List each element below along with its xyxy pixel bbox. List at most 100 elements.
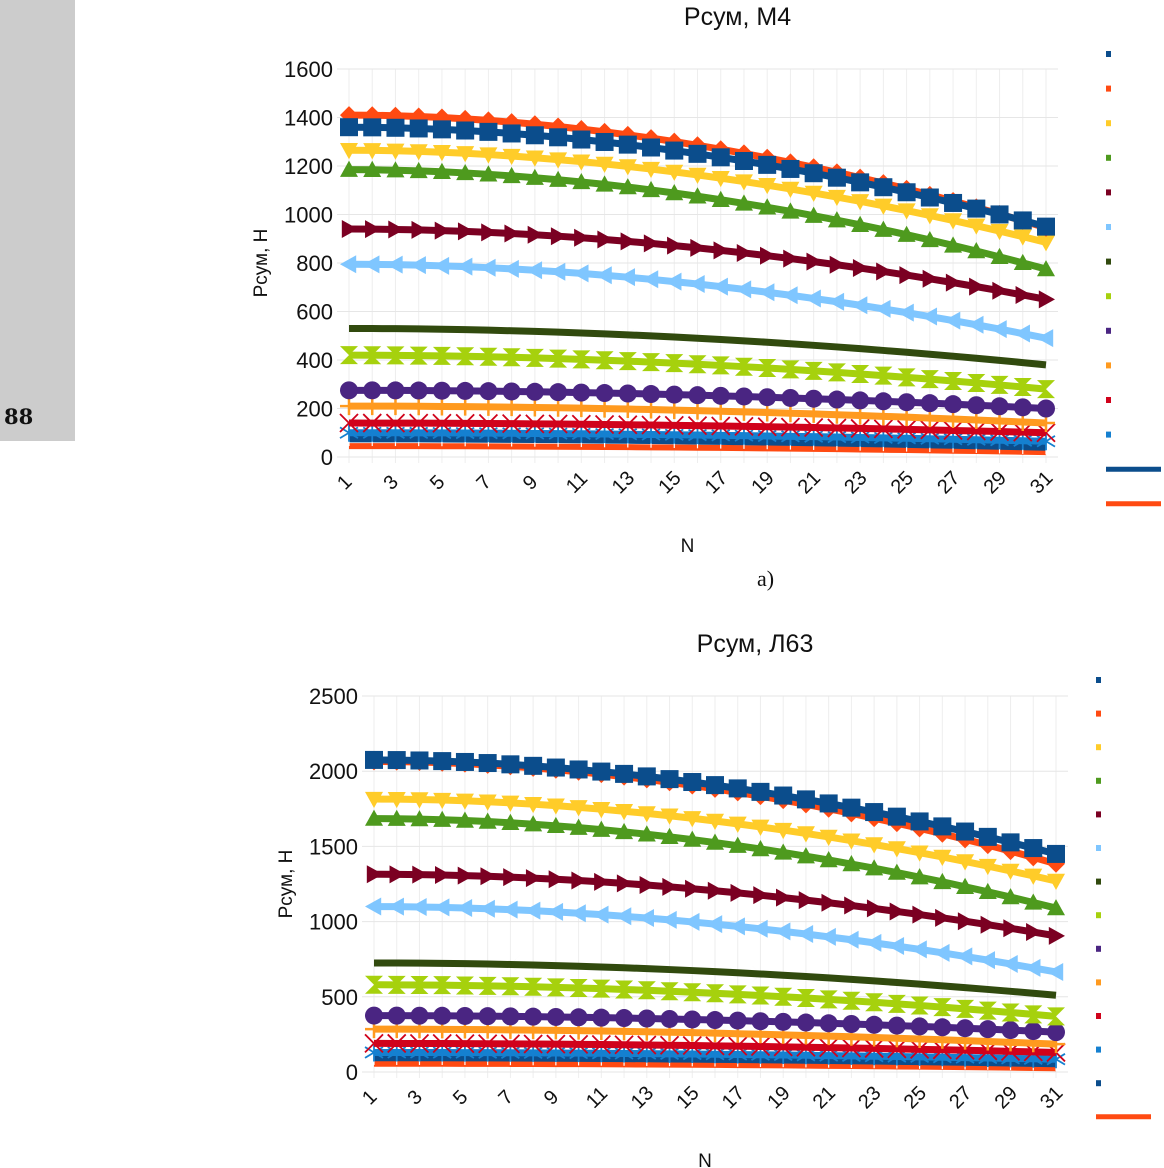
data-point: [682, 1035, 702, 1056]
data-point: [1001, 1003, 1020, 1022]
data-point: [1001, 954, 1018, 973]
data-point: [389, 865, 406, 884]
data-point: [751, 1012, 770, 1031]
data-point: [662, 877, 679, 896]
data-point: [387, 897, 404, 916]
data-point: [502, 166, 521, 184]
data-point: [479, 165, 498, 182]
data-point: [409, 413, 429, 433]
data-point: [1047, 854, 1065, 873]
data-point: [597, 230, 614, 249]
data-point: [774, 786, 793, 805]
data-point: [753, 886, 770, 905]
data-point: [363, 255, 380, 274]
data-point: [481, 223, 498, 242]
data-point: [990, 247, 1009, 265]
data-point: [688, 187, 707, 204]
data-point: [1048, 926, 1065, 945]
data-point: [615, 822, 634, 840]
data-point: [943, 420, 963, 441]
data-point: [920, 420, 940, 440]
data-point: [944, 372, 963, 391]
data-point: [781, 159, 800, 178]
data-point: [572, 399, 591, 418]
data-point: [618, 352, 637, 371]
data-point: [956, 1019, 975, 1038]
data-point: [434, 221, 451, 240]
data-point: [711, 170, 730, 188]
data-point: [920, 345, 939, 364]
data-point: [851, 173, 870, 192]
y-tick-label: 200: [296, 397, 333, 422]
legend-swatch: [1096, 811, 1101, 818]
data-point: [706, 962, 724, 981]
data-point: [933, 998, 952, 1017]
data-point: [364, 1033, 384, 1054]
page-margin-bar: 88: [0, 0, 75, 441]
data-point: [546, 902, 564, 921]
data-point: [615, 1009, 634, 1028]
data-point: [363, 397, 382, 416]
data-point: [887, 807, 906, 826]
data-point: [804, 164, 823, 183]
data-point: [568, 1034, 589, 1054]
data-point: [432, 256, 450, 275]
legend-swatch: [1096, 744, 1101, 751]
data-point: [620, 232, 637, 251]
data-point: [910, 996, 929, 1015]
y-axis-label: Рсум, Н: [276, 850, 297, 919]
data-point: [1003, 919, 1020, 938]
data-point: [706, 915, 723, 934]
data-point: [592, 979, 611, 998]
data-point: [758, 177, 777, 195]
data-point: [365, 809, 383, 826]
data-point: [967, 242, 986, 259]
data-point: [781, 360, 800, 379]
legend-swatch: [1096, 1080, 1101, 1087]
data-point: [874, 341, 893, 360]
data-point: [1024, 984, 1043, 1003]
data-point: [1024, 893, 1043, 910]
data-point: [776, 888, 793, 907]
data-point: [665, 164, 684, 181]
data-point: [456, 347, 475, 366]
data-point: [874, 299, 891, 318]
series-4: [340, 160, 1055, 277]
data-point: [944, 213, 963, 230]
data-point: [796, 967, 815, 986]
data-point: [932, 1040, 952, 1060]
data-point: [435, 866, 452, 885]
data-point: [967, 349, 986, 368]
y-tick-label: 1000: [284, 203, 333, 228]
legend-swatch: [1106, 362, 1111, 369]
data-point: [804, 289, 821, 308]
data-point: [734, 416, 754, 436]
data-point: [876, 262, 893, 281]
data-point: [665, 354, 684, 373]
data-point: [549, 128, 568, 147]
legend-swatch: [1096, 945, 1101, 952]
data-point: [758, 198, 777, 215]
data-point: [874, 220, 893, 237]
x-tick-label: 17: [701, 467, 732, 498]
x-tick-label: 7: [494, 1086, 517, 1109]
data-point: [796, 989, 815, 1008]
data-point: [978, 858, 997, 876]
legend-swatch: [1096, 710, 1101, 717]
data-point: [642, 400, 661, 419]
data-point: [387, 751, 406, 770]
data-point: [455, 1006, 474, 1025]
data-point: [852, 259, 870, 278]
legend-swatch: [1106, 293, 1111, 300]
data-point: [874, 407, 893, 426]
data-point: [595, 324, 614, 343]
data-point: [842, 798, 861, 817]
data-point: [956, 947, 973, 966]
data-point: [912, 905, 929, 924]
data-point: [525, 261, 543, 280]
data-point: [618, 135, 637, 154]
data-point: [618, 415, 638, 435]
data-point: [910, 940, 927, 959]
data-point: [524, 977, 543, 996]
data-point: [774, 987, 793, 1006]
